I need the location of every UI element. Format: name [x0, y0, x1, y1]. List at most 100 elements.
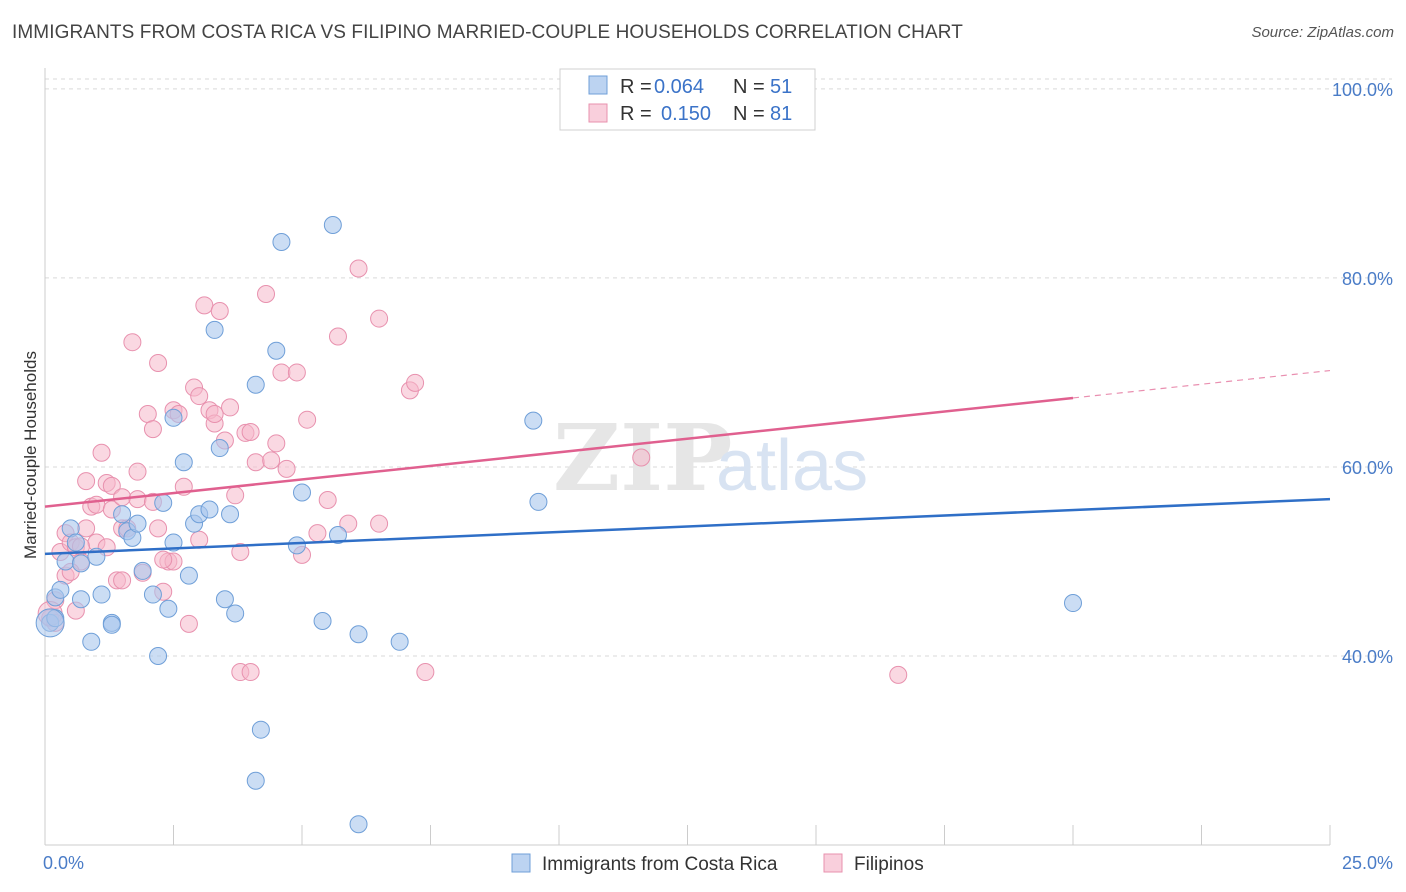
trend-line-filipinos-extension [1072, 369, 1331, 399]
source-label: Source: ZipAtlas.com [1251, 24, 1394, 41]
point-filipinos [262, 451, 281, 470]
point-filipinos [257, 284, 276, 303]
point-costa-rica [246, 375, 265, 394]
point-costa-rica [113, 505, 132, 524]
point-costa-rica [143, 585, 162, 604]
axes [44, 68, 1331, 846]
point-costa-rica [215, 590, 234, 609]
point-costa-rica [293, 483, 311, 502]
point-filipinos [190, 530, 209, 549]
series-costa-rica-points [35, 216, 1082, 834]
point-filipinos [318, 491, 337, 510]
point-costa-rica [174, 453, 193, 472]
legend-r-value-blue: 0.064 [654, 76, 704, 98]
series-legend-label-pink: Filipinos [854, 854, 924, 875]
point-filipinos [339, 514, 358, 533]
legend-r-value-pink: 0.150 [661, 103, 711, 125]
point-filipinos [179, 614, 198, 633]
point-filipinos [77, 519, 96, 538]
y-tick-label: 60.0% [1342, 458, 1393, 478]
point-filipinos [138, 405, 157, 424]
point-costa-rica [1064, 594, 1082, 613]
point-costa-rica [226, 604, 245, 623]
watermark-atlas: atlas [716, 426, 868, 506]
trend-line-costa-rica [44, 497, 1331, 556]
point-costa-rica [92, 585, 111, 604]
point-costa-rica [164, 533, 183, 552]
series-legend-swatch-pink [823, 853, 843, 873]
point-filipinos [246, 453, 265, 472]
point-costa-rica [128, 514, 147, 533]
point-filipinos [267, 434, 286, 453]
point-filipinos [349, 259, 368, 278]
point-filipinos [128, 462, 147, 481]
series-legend: Immigrants from Costa Rica Filipinos [511, 853, 924, 875]
point-filipinos [149, 519, 168, 538]
chart-title: IMMIGRANTS FROM COSTA RICA VS FILIPINO M… [12, 22, 963, 43]
point-filipinos [231, 543, 250, 562]
legend-swatch-blue [588, 75, 608, 95]
x-tick-label-max: 25.0% [1342, 853, 1393, 873]
legend-r-label-blue: R = [620, 76, 652, 98]
point-filipinos [416, 663, 435, 682]
point-filipinos [308, 524, 327, 543]
x-tick-label-min: 0.0% [43, 853, 84, 873]
point-filipinos [241, 422, 260, 441]
point-costa-rica [267, 341, 286, 360]
point-filipinos [102, 476, 121, 495]
point-filipinos [370, 309, 389, 328]
point-costa-rica [179, 566, 198, 585]
point-costa-rica [251, 720, 270, 739]
legend-n-value-blue: 51 [770, 76, 792, 98]
point-costa-rica [313, 612, 332, 631]
y-tick-label: 40.0% [1342, 647, 1393, 667]
point-costa-rica [102, 615, 121, 634]
point-filipinos [113, 571, 132, 590]
point-filipinos [226, 486, 245, 505]
point-costa-rica [200, 500, 219, 519]
point-costa-rica [221, 505, 240, 524]
point-costa-rica [164, 408, 183, 427]
point-filipinos [277, 459, 296, 478]
point-filipinos [210, 302, 229, 321]
y-axis-label: Married-couple Households [21, 351, 40, 559]
point-filipinos [287, 363, 306, 382]
point-costa-rica [349, 625, 368, 644]
stats-legend: R = 0.064 N = 51 R = 0.150 N = 81 [559, 68, 816, 131]
point-costa-rica [205, 320, 224, 339]
point-costa-rica [524, 411, 543, 430]
point-costa-rica [323, 216, 342, 234]
point-filipinos [195, 296, 214, 315]
point-filipinos [149, 353, 168, 372]
legend-swatch-pink [588, 103, 608, 123]
point-costa-rica [390, 632, 409, 651]
point-costa-rica [71, 554, 90, 573]
point-filipinos [406, 373, 425, 392]
point-filipinos [87, 495, 106, 514]
series-legend-swatch-blue [511, 853, 531, 873]
point-costa-rica [56, 552, 75, 571]
point-costa-rica [349, 815, 368, 834]
point-costa-rica [328, 526, 347, 544]
point-costa-rica-cluster [35, 608, 65, 638]
point-costa-rica [210, 439, 229, 458]
point-filipinos [92, 443, 111, 462]
point-filipinos [272, 363, 291, 382]
point-filipinos [190, 387, 209, 406]
y-tick-label: 100.0% [1332, 80, 1393, 100]
series-legend-label-blue: Immigrants from Costa Rica [542, 854, 778, 875]
trend-lines [44, 369, 1331, 556]
point-costa-rica [529, 492, 548, 511]
point-costa-rica [246, 771, 265, 790]
point-costa-rica [159, 599, 178, 618]
point-filipinos [221, 398, 240, 417]
point-filipinos [370, 514, 389, 533]
point-costa-rica [149, 646, 168, 665]
point-filipinos [205, 405, 224, 424]
point-costa-rica [154, 493, 173, 512]
tick-labels: 40.0% 60.0% 80.0% 100.0% 0.0% 25.0% [43, 80, 1393, 873]
point-filipinos [298, 410, 317, 429]
point-costa-rica [287, 536, 306, 555]
point-filipinos [123, 333, 142, 352]
